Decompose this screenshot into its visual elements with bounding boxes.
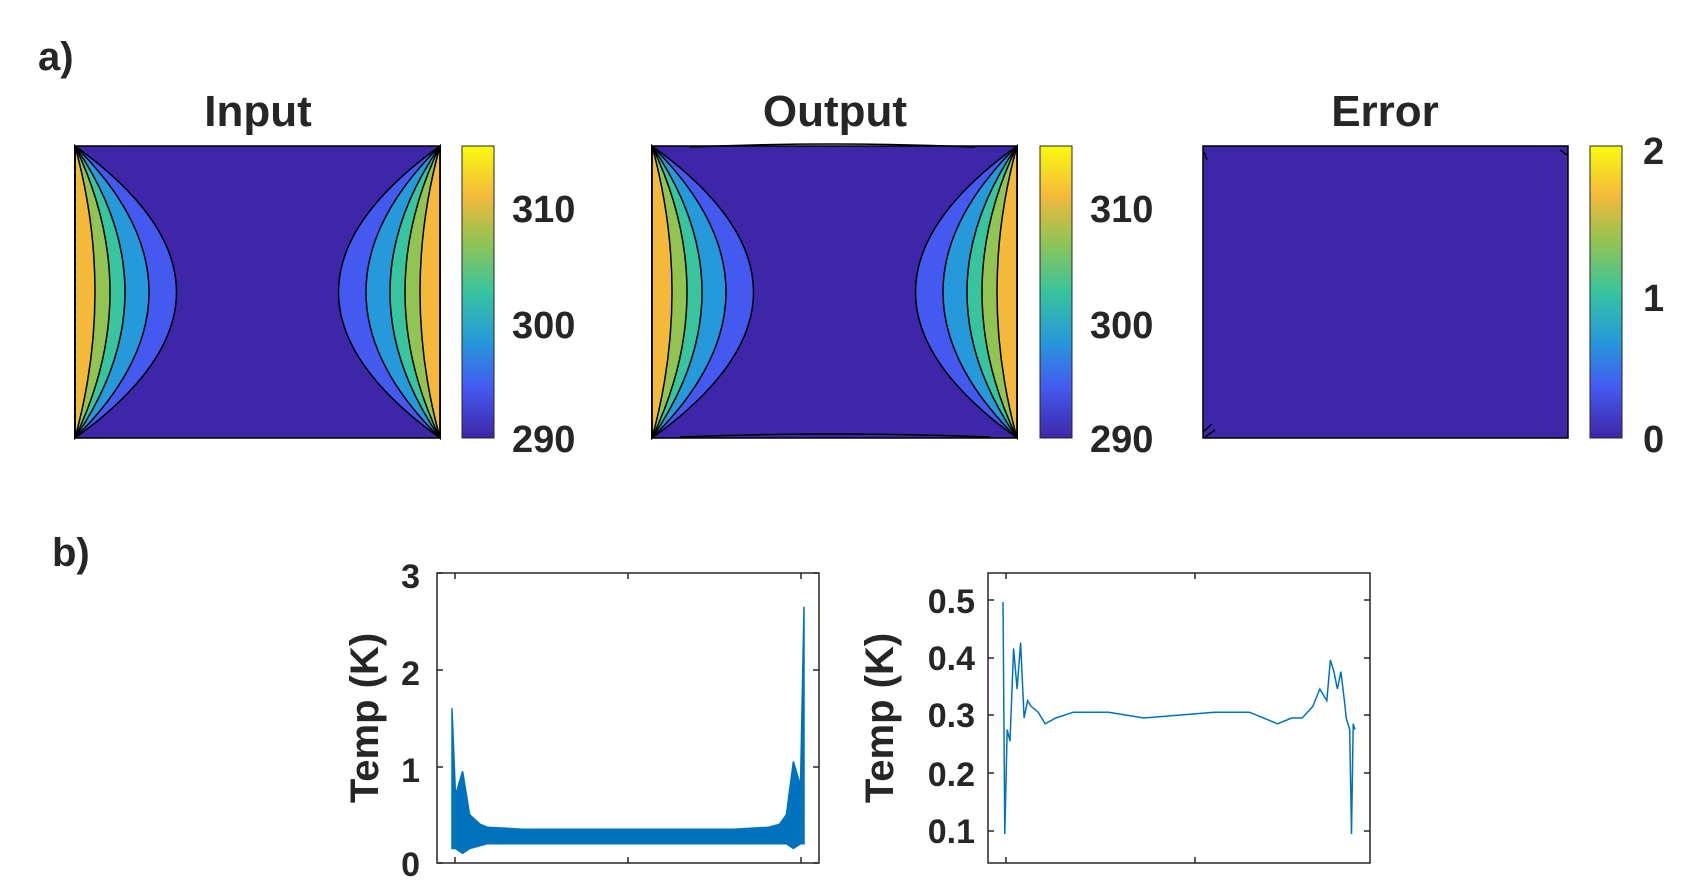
y-tick-label: 1 bbox=[401, 752, 420, 790]
y-axis-label: Temp (K) bbox=[858, 633, 902, 803]
contour-field bbox=[651, 143, 1018, 441]
y-tick-label: 0.2 bbox=[928, 756, 975, 794]
y-tick-label: 0.4 bbox=[928, 640, 975, 678]
heatmap-output: Output 290 300 310 bbox=[651, 87, 1153, 461]
colorbar-tick: 310 bbox=[512, 189, 575, 231]
y-grid-ticks bbox=[437, 572, 819, 864]
colorbar bbox=[1589, 145, 1623, 439]
heatmap-error: Error 0 1 2 bbox=[1202, 87, 1664, 461]
plot-area bbox=[987, 572, 1371, 864]
heatmap-title: Input bbox=[204, 87, 312, 136]
contour-field bbox=[1202, 145, 1569, 439]
y-tick-label: 0.1 bbox=[928, 813, 975, 851]
panel-label-b: b) bbox=[52, 531, 90, 575]
line-chart-2: 0.1 0.2 0.3 0.4 0.5 Temp (K) bbox=[858, 572, 1371, 864]
series-line-path bbox=[1002, 601, 1356, 835]
colorbar-tick: 290 bbox=[512, 419, 575, 461]
plot-area bbox=[436, 572, 820, 864]
colorbar-tick: 290 bbox=[1090, 419, 1153, 461]
colorbar bbox=[461, 145, 495, 439]
colorbar-tick: 310 bbox=[1090, 189, 1153, 231]
y-grid-ticks bbox=[988, 573, 1370, 863]
series-line bbox=[1002, 601, 1356, 835]
y-axis-label: Temp (K) bbox=[343, 633, 387, 803]
series-area bbox=[451, 606, 805, 855]
colorbar-tick: 1 bbox=[1643, 278, 1664, 320]
heatmap-title: Error bbox=[1331, 87, 1439, 136]
y-tick-label: 0 bbox=[401, 846, 420, 884]
series-band bbox=[451, 606, 805, 855]
colorbar-tick: 300 bbox=[512, 305, 575, 347]
y-tick-label: 0.3 bbox=[928, 697, 975, 735]
contour-field bbox=[74, 143, 441, 441]
heatmap-input: Input 290 300 310 bbox=[74, 87, 575, 461]
colorbar-tick: 300 bbox=[1090, 305, 1153, 347]
colorbar-tick: 2 bbox=[1643, 131, 1664, 173]
line-chart-1: 0 1 2 3 Temp (K) bbox=[343, 558, 820, 884]
y-tick-label: 3 bbox=[401, 558, 420, 596]
y-tick-label: 0.5 bbox=[928, 583, 975, 621]
heatmap-title: Output bbox=[763, 87, 908, 136]
y-tick-label: 2 bbox=[401, 655, 420, 693]
colorbar bbox=[1039, 145, 1073, 439]
colorbar-tick: 0 bbox=[1643, 419, 1664, 461]
panel-label-a: a) bbox=[38, 35, 74, 79]
